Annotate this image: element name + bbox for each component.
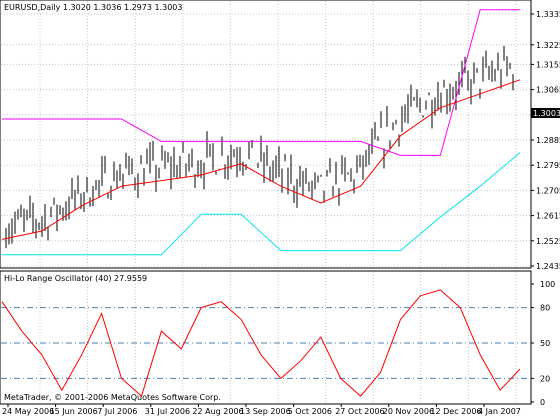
middle-line [1,79,521,240]
oscillator-frame [0,270,532,405]
symbol-info: EURUSD,Daily 1.3020 1.3036 1.2973 1.3003 [4,3,183,12]
osc-grid [39,272,517,403]
price-tick-label: 1.2615 [536,212,560,221]
time-tick-label: 24 May 2006 [2,407,54,416]
osc-tick-label: 80 [540,304,550,313]
price-axis: 1.33351.32251.31551.30651.29751.28851.27… [531,10,560,271]
oscillator-title: Hi-Lo Range Oscillator (40) 27.9559 [4,274,147,283]
price-bars [5,45,514,249]
time-tick-label: 7 Jul 2006 [97,407,137,416]
time-tick-label: 12 Dec 2006 [430,407,481,416]
current-price-label: 1.3003 [533,109,560,118]
time-tick-label: 31 Jul 2006 [145,407,190,416]
lower-band-line [2,152,521,256]
osc-tick-label: 100 [540,280,555,289]
osc-tick-label: 20 [540,374,550,383]
osc-levels [1,307,530,379]
time-tick-label: 13 Sep 2006 [240,407,291,416]
price-tick-label: 1.2525 [536,237,560,246]
time-tick-label: 22 Aug 2006 [192,407,243,416]
time-tick-label: 27 Oct 2006 [335,407,384,416]
main-chart-frame [0,0,532,269]
main-grid [1,1,530,267]
copyright-text: MetaTrader, © 2001-2006 MetaQuotes Softw… [4,393,221,402]
osc-tick-label: 50 [540,339,550,348]
price-tick-label: 1.2435 [536,262,560,271]
time-tick-label: 15 Jun 2006 [50,407,98,416]
price-tick-label: 1.3225 [536,41,560,50]
current-price-marker: 1.3003 [531,108,560,118]
price-tick-label: 1.2795 [536,161,560,170]
time-tick-label: 5 Oct 2006 [288,407,332,416]
upper-band-line [2,9,520,156]
time-tick-label: 20 Nov 2006 [383,407,434,416]
osc-axis: 100 80 50 20 0 [531,280,555,407]
osc-tick-label: 0 [540,398,545,407]
price-tick-label: 1.2885 [536,136,560,145]
price-tick-label: 1.2705 [536,186,560,195]
price-tick-label: 1.3065 [536,86,560,95]
price-tick-label: 1.3155 [536,60,560,69]
price-tick-label: 1.3335 [536,10,560,19]
time-tick-label: 4 Jan 2007 [478,407,521,416]
oscillator-line [1,289,521,397]
